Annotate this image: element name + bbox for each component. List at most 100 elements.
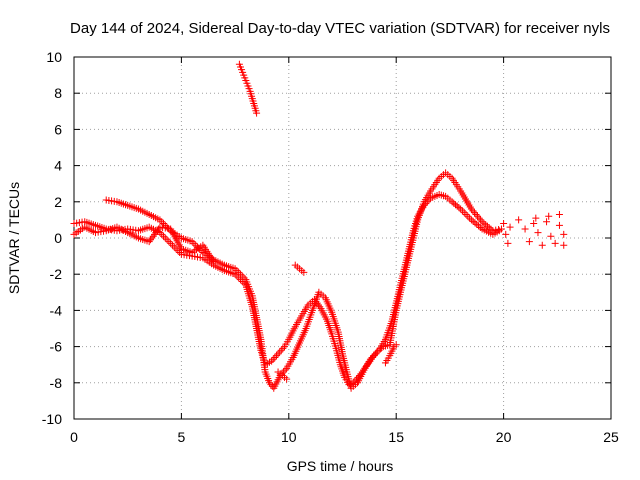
data-point-fill <box>267 381 275 389</box>
x-tick-label: 25 <box>603 429 619 445</box>
data-point <box>525 238 533 246</box>
x-tick-label: 0 <box>70 429 78 445</box>
data-point <box>521 225 529 233</box>
y-tick-label: 8 <box>54 85 62 101</box>
data-point <box>167 239 175 247</box>
data-point-fill <box>192 241 200 249</box>
data-point <box>448 198 456 206</box>
data-point-fill <box>483 222 491 230</box>
data-point <box>231 265 239 273</box>
data-point-fill <box>472 210 480 218</box>
points-layer <box>70 60 568 392</box>
data-point <box>366 355 374 363</box>
data-point <box>467 216 475 224</box>
x-axis-label: GPS time / hours <box>287 458 394 474</box>
data-point-fill <box>471 219 479 227</box>
data-point <box>145 238 153 246</box>
data-point-fill <box>475 214 483 222</box>
data-point-fill <box>238 272 246 280</box>
data-point-fill <box>233 267 241 275</box>
data-point-fill <box>158 218 166 226</box>
y-tick-label: 4 <box>54 158 62 174</box>
data-point <box>188 238 196 246</box>
data-point <box>502 230 510 238</box>
data-point-fill <box>269 355 277 363</box>
data-point-fill <box>455 204 463 212</box>
data-point-fill <box>272 352 280 360</box>
data-point-fill <box>487 225 495 233</box>
data-point-fill <box>458 207 466 215</box>
data-point <box>555 221 563 229</box>
data-point-fill <box>453 202 461 210</box>
data-point <box>274 350 282 358</box>
data-point-fill <box>476 223 484 231</box>
data-point-fill <box>477 216 485 224</box>
data-point <box>467 205 475 213</box>
x-tick-label: 5 <box>178 429 186 445</box>
data-point-fill <box>466 214 474 222</box>
data-point-fill <box>281 366 289 374</box>
data-point-fill <box>451 201 459 209</box>
data-point <box>500 220 508 228</box>
data-point <box>457 205 465 213</box>
data-point-fill <box>153 227 161 235</box>
data-point-fill <box>279 344 287 352</box>
data-point <box>530 220 538 228</box>
data-point <box>489 227 497 235</box>
data-point <box>538 241 546 249</box>
x-tick-label: 10 <box>281 429 297 445</box>
data-point-fill <box>240 274 248 282</box>
y-axis-label: SDTVAR / TECUs <box>6 182 22 294</box>
y-tick-label: -4 <box>50 302 63 318</box>
y-tick-label: 6 <box>54 121 62 137</box>
data-point <box>156 216 164 224</box>
data-point-fill <box>475 222 483 230</box>
data-point-fill <box>235 268 243 276</box>
data-point-fill <box>495 226 503 234</box>
data-point-fill <box>176 248 184 256</box>
data-point-fill <box>450 199 458 207</box>
y-tick-label: 0 <box>54 230 62 246</box>
x-tick-label: 15 <box>388 429 404 445</box>
data-point <box>392 341 400 349</box>
data-point-fill <box>271 353 279 361</box>
data-point <box>210 258 218 266</box>
data-point-fill <box>190 239 198 247</box>
y-tick-label: 2 <box>54 194 62 210</box>
data-point <box>300 268 308 276</box>
data-point <box>555 210 563 218</box>
ticks-layer: 0 5 10 15 20 25 -10 -8 -6 -4 -2 0 2 4 6 8 10 <box>42 49 619 445</box>
data-point <box>506 223 514 231</box>
data-point-fill <box>148 234 156 242</box>
data-point-fill <box>160 220 167 228</box>
y-tick-label: -6 <box>50 339 63 355</box>
data-point-fill <box>152 229 160 237</box>
data-point-fill <box>485 224 493 232</box>
data-point-fill <box>276 348 284 356</box>
data-point-fill <box>160 232 167 240</box>
data-point <box>253 109 261 117</box>
data-point <box>283 375 291 383</box>
data-point <box>265 379 273 387</box>
data-point-fill <box>370 352 378 360</box>
data-point-fill <box>168 241 176 249</box>
data-point-fill <box>155 225 163 233</box>
data-point-fill <box>158 230 166 238</box>
data-point-fill <box>368 353 376 361</box>
data-point <box>560 230 568 238</box>
data-point-fill <box>161 234 169 242</box>
data-point-fill <box>474 212 482 220</box>
data-point-fill <box>371 350 379 358</box>
data-point-fill <box>473 220 481 228</box>
data-point-fill <box>464 212 472 220</box>
data-point-fill <box>469 217 477 225</box>
data-point <box>504 239 512 247</box>
data-point-fill <box>316 303 324 311</box>
data-point-fill <box>462 210 470 218</box>
data-point <box>532 214 540 222</box>
data-point-fill <box>236 270 244 278</box>
data-point-fill <box>147 236 155 244</box>
data-point-fill <box>151 230 159 238</box>
data-point-fill <box>163 236 171 244</box>
